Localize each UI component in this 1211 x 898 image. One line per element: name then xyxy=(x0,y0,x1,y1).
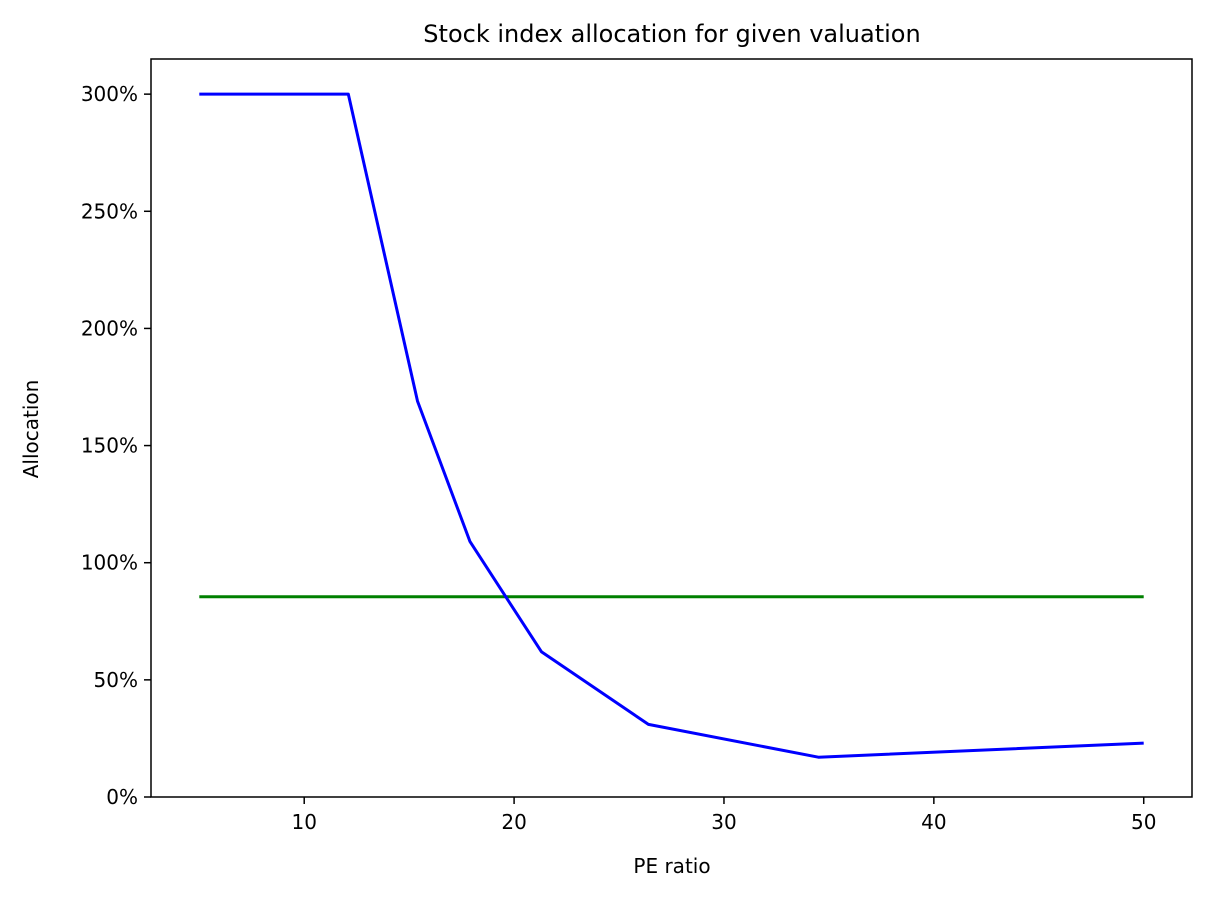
chart-title: Stock index allocation for given valuati… xyxy=(423,20,920,48)
y-tick-label: 100% xyxy=(81,551,138,575)
plot-area xyxy=(199,92,1144,759)
y-tick-label: 150% xyxy=(81,434,138,458)
x-tick-label: 40 xyxy=(921,810,946,834)
y-axis: 0% 50% 100% 150% 200% 250% 300% xyxy=(81,82,151,809)
y-tick-label: 250% xyxy=(81,199,138,223)
plot-frame xyxy=(150,58,1193,798)
x-tick-label: 30 xyxy=(711,810,736,834)
x-axis: 10 20 30 40 50 xyxy=(291,797,1156,834)
x-tick-label: 50 xyxy=(1131,810,1156,834)
series-line-0 xyxy=(199,92,1144,759)
x-tick-label: 10 xyxy=(291,810,316,834)
y-tick-label: 50% xyxy=(94,668,138,692)
y-axis-label: Allocation xyxy=(19,380,43,479)
x-axis-label: PE ratio xyxy=(633,854,710,878)
y-tick-label: 0% xyxy=(106,785,138,809)
y-tick-label: 300% xyxy=(81,82,138,106)
x-tick-label: 20 xyxy=(501,810,526,834)
y-tick-label: 200% xyxy=(81,316,138,340)
